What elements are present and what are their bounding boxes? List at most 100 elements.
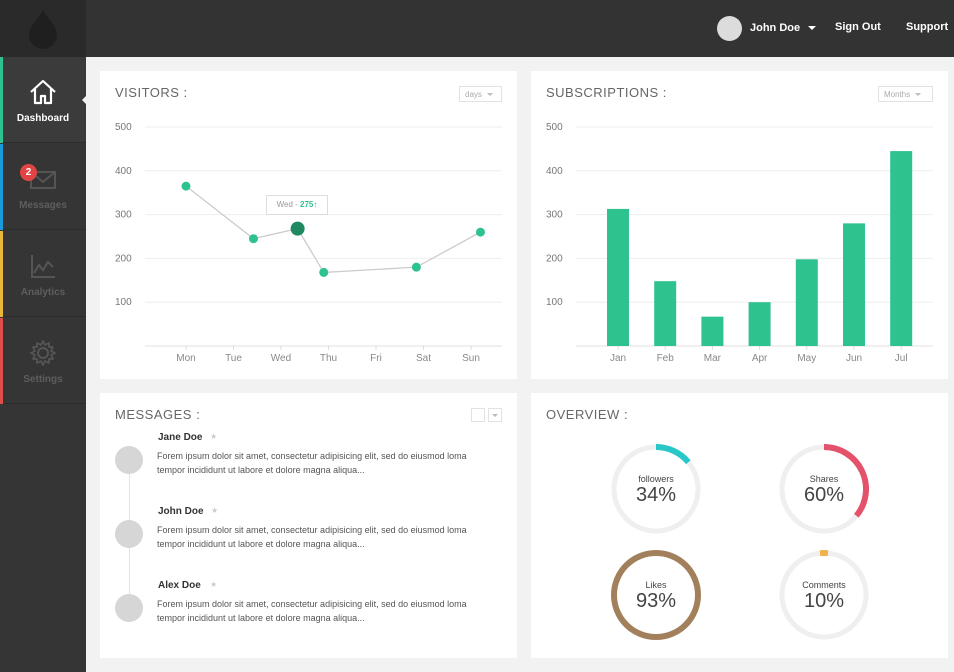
donut-value: 34% (635, 484, 677, 506)
y-tick-label: 500 (115, 122, 132, 133)
bar[interactable] (701, 316, 724, 346)
select-value: Months (884, 90, 911, 99)
support-link[interactable]: Support (906, 21, 949, 33)
data-point[interactable] (181, 181, 191, 191)
sidebar-item-analytics[interactable]: Analytics (0, 231, 86, 317)
message-preview: Forem ipsum dolor sit amet, consectetur … (157, 523, 507, 551)
data-point[interactable] (319, 267, 329, 277)
star-icon[interactable]: ★ (211, 506, 219, 515)
bar[interactable] (843, 223, 865, 346)
user-name: John Doe (750, 22, 801, 34)
active-pointer (82, 95, 87, 105)
subscriptions-panel: SUBSCRIPTIONS : Months 100 200 300 400 500 Ja… (531, 71, 948, 379)
y-tick-label: 200 (115, 253, 132, 264)
donut-chart (611, 444, 701, 534)
y-tick-label: 200 (546, 253, 563, 264)
bar[interactable] (890, 151, 913, 346)
panel-title: MESSAGES : (115, 407, 201, 422)
chevron-down-icon (486, 93, 493, 97)
days-select[interactable]: days (459, 86, 502, 102)
sign-out-link[interactable]: Sign Out (835, 21, 881, 33)
series-line (185, 185, 481, 274)
dropdown-button[interactable] (488, 408, 502, 422)
home-icon (30, 79, 56, 105)
message-sender: John Doe (158, 506, 204, 517)
avatar (115, 520, 143, 548)
donut-chart (611, 550, 701, 640)
message-sender: Jane Doe (158, 432, 203, 443)
user-menu[interactable]: John Doe (717, 15, 817, 41)
message-preview: Forem ipsum dolor sit amet, consectetur … (157, 597, 507, 625)
message-item[interactable]: John Doe ★ Forem ipsum dolor sit amet, c… (100, 506, 518, 590)
message-line: Forem ipsum dolor sit amet, consectetur … (157, 525, 467, 535)
chevron-down-icon (915, 93, 922, 97)
subscriptions-bar-chart: 100 200 300 400 500 Jan Feb Mar Apr May Jun Jul (546, 122, 933, 364)
tooltip-value: 275 (300, 200, 314, 209)
message-line: tempor incididunt ut labore et dolore ma… (157, 465, 365, 475)
sidebar-item-label: Messages (19, 200, 67, 211)
x-tick-label: Feb (657, 353, 675, 364)
x-tick-label: Mon (176, 353, 195, 364)
bar[interactable] (654, 281, 677, 346)
data-point[interactable] (411, 262, 421, 272)
collapse-button[interactable] (471, 408, 485, 422)
sidebar-item-dashboard[interactable]: Dashboard (0, 57, 87, 143)
x-tick-label: Jun (846, 353, 862, 364)
comments-donut: Comments 10% (778, 549, 870, 641)
panel-title: SUBSCRIPTIONS : (546, 85, 667, 100)
arrow-up-icon: ↑ (313, 200, 318, 209)
data-point[interactable] (476, 227, 485, 237)
donut-label: Shares (809, 474, 839, 484)
chevron-down-icon (492, 414, 498, 417)
y-tick-label: 300 (115, 210, 132, 221)
donut-arc (611, 550, 701, 640)
x-tick-label: Apr (752, 353, 768, 364)
accent-bar (0, 318, 3, 404)
highlighted-data-point[interactable] (290, 221, 305, 236)
sidebar-item-label: Settings (23, 374, 63, 385)
donut-arc (655, 444, 691, 465)
line-chart-icon (31, 255, 55, 278)
sidebar-item-label: Dashboard (16, 113, 70, 124)
x-tick-label: Sun (462, 353, 480, 364)
message-item[interactable]: Jane Doe ★ Forem ipsum dolor sit amet, c… (100, 432, 518, 516)
chevron-down-icon (808, 26, 817, 30)
bar[interactable] (607, 208, 629, 346)
likes-donut: Likes 93% (610, 549, 702, 641)
donut-label: followers (638, 474, 674, 484)
logo[interactable] (0, 0, 86, 57)
tooltip-day: Wed (276, 200, 293, 209)
shares-donut: Shares 60% (778, 443, 870, 535)
x-tick-label: Fri (370, 353, 382, 364)
select-value: days (465, 90, 482, 99)
accent-bar (0, 57, 3, 143)
drop-logo-icon (29, 10, 57, 49)
x-tick-label: Jul (895, 353, 908, 364)
star-icon[interactable]: ★ (210, 580, 218, 589)
notification-badge: 2 (20, 164, 37, 181)
y-tick-label: 400 (115, 166, 132, 177)
sidebar-item-settings[interactable]: Settings (0, 318, 86, 404)
message-preview: Forem ipsum dolor sit amet, consectetur … (157, 449, 507, 477)
x-tick-label: Jan (610, 353, 626, 364)
bar[interactable] (748, 302, 771, 346)
donut-label: Likes (645, 580, 667, 590)
panel-title: OVERVIEW : (546, 407, 629, 422)
y-tick-label: 400 (546, 166, 563, 177)
visitors-line-chart: 100 200 300 400 500 Mon Tue Wed Thu Fri Sat Sun (115, 122, 502, 364)
sidebar-item-messages[interactable]: 2 Messages (0, 144, 86, 230)
message-item[interactable]: Alex Doe ★ Forem ipsum dolor sit amet, c… (100, 580, 518, 664)
donut-value: 10% (803, 590, 845, 612)
message-line: Forem ipsum dolor sit amet, consectetur … (157, 451, 467, 461)
months-select[interactable]: Months (878, 86, 933, 102)
star-icon[interactable]: ★ (210, 432, 218, 441)
data-point[interactable] (248, 234, 258, 244)
message-line: tempor incididunt ut labore et dolore ma… (157, 539, 365, 549)
y-tick-label: 100 (115, 297, 132, 308)
x-tick-label: Wed (271, 353, 291, 364)
donut-chart (779, 550, 869, 640)
message-line: tempor incididunt ut labore et dolore ma… (157, 613, 365, 623)
sidebar: Dashboard 2 Messages Analytics Settings (0, 57, 87, 672)
bar[interactable] (795, 259, 818, 346)
chart-tooltip: Wed - 275↑ (266, 195, 328, 215)
